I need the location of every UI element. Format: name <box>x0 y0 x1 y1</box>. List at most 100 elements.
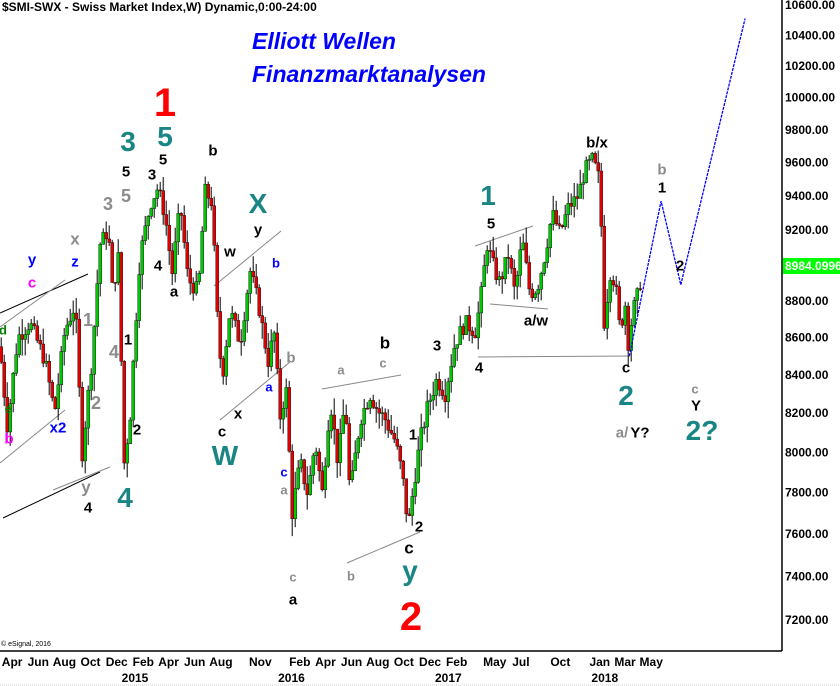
wave-label: 4 <box>83 499 93 517</box>
wave-label: 2? <box>685 415 719 446</box>
candle <box>26 322 30 344</box>
trendline <box>474 225 534 247</box>
candle-body <box>518 249 522 276</box>
candle-body <box>500 276 504 280</box>
candle-body <box>176 213 180 243</box>
candle <box>563 204 567 230</box>
candle <box>593 151 597 165</box>
y-tick-label: 9200.00 <box>785 223 829 237</box>
candle-body <box>212 205 216 246</box>
candle-body <box>314 451 318 456</box>
candle-body <box>20 334 24 340</box>
wave-label: b <box>208 142 218 160</box>
candle <box>371 394 375 410</box>
candle-body <box>542 262 546 274</box>
x-tick-label: Aug <box>366 655 389 669</box>
trendlines <box>0 225 631 564</box>
wave-label: a/w <box>523 312 549 330</box>
candle <box>35 320 39 343</box>
candle <box>575 183 579 210</box>
y-tick-label: 10000.00 <box>785 91 835 105</box>
candle-body <box>482 265 486 287</box>
candle-body <box>224 346 228 377</box>
candle-body <box>194 281 198 294</box>
candle <box>266 332 270 378</box>
candle-body <box>560 225 564 227</box>
candle <box>308 465 312 496</box>
candle <box>269 329 273 372</box>
candle <box>326 420 330 468</box>
candle <box>314 447 318 466</box>
candle <box>320 462 324 492</box>
candle-body <box>188 268 192 284</box>
candle <box>260 305 264 339</box>
candle-body <box>566 203 570 216</box>
candle <box>263 317 267 354</box>
candle <box>38 334 42 350</box>
candle <box>290 444 294 537</box>
candle <box>578 169 582 199</box>
candle-body <box>512 268 516 287</box>
candle <box>434 373 438 407</box>
candle-body <box>530 288 534 298</box>
candle <box>119 251 123 367</box>
wave-label: 1 <box>408 426 418 444</box>
candle-body <box>230 313 234 319</box>
candle-body <box>113 282 117 284</box>
candle-body <box>503 257 507 280</box>
x-tick-label: Jun <box>341 655 362 669</box>
candle-body <box>611 280 615 286</box>
candle <box>479 281 483 328</box>
candle <box>239 329 243 356</box>
y-tick-label: 9600.00 <box>785 156 829 170</box>
candle <box>569 193 573 216</box>
candle <box>245 289 249 333</box>
candle <box>47 354 51 396</box>
x-tick-label: Jun <box>184 655 205 669</box>
wave-label: b <box>4 430 14 448</box>
candle-body <box>404 478 408 515</box>
y-tick-label: 8400.00 <box>785 368 829 382</box>
candle <box>500 271 504 294</box>
candle-body <box>476 312 480 339</box>
candle <box>497 271 501 286</box>
candle-body <box>332 414 336 430</box>
candle-body <box>83 427 87 462</box>
trendline <box>321 374 402 390</box>
candle <box>566 192 570 229</box>
candle <box>101 228 105 245</box>
candle-body <box>554 210 558 224</box>
candle-body <box>461 326 465 335</box>
candle-body <box>443 395 447 402</box>
x-year-label: 2015 <box>122 671 149 685</box>
candle <box>0 337 3 365</box>
candle <box>560 224 564 229</box>
candle <box>389 414 393 436</box>
candle <box>617 280 621 325</box>
candle-body <box>485 250 489 266</box>
candle <box>89 368 93 401</box>
candle-body <box>227 318 231 347</box>
candle-body <box>287 387 291 452</box>
candle <box>170 243 174 285</box>
candle <box>77 308 81 397</box>
candle <box>374 401 378 423</box>
candle <box>506 244 510 274</box>
candle-body <box>161 190 165 215</box>
wave-label: 2 <box>414 518 424 536</box>
candle <box>158 181 162 198</box>
x-tick-label: Feb <box>289 655 310 669</box>
candle-body <box>260 315 264 324</box>
candle-body <box>617 286 621 321</box>
candle <box>623 301 627 335</box>
candle-body <box>257 287 261 316</box>
candle-body <box>527 262 531 290</box>
candle-body <box>548 224 552 249</box>
candle-body <box>266 348 270 367</box>
candle-body <box>362 407 366 425</box>
candle-body <box>80 387 84 462</box>
candle-body <box>2 361 6 398</box>
candle <box>476 301 480 350</box>
candle-body <box>155 189 159 199</box>
candle <box>515 270 519 300</box>
